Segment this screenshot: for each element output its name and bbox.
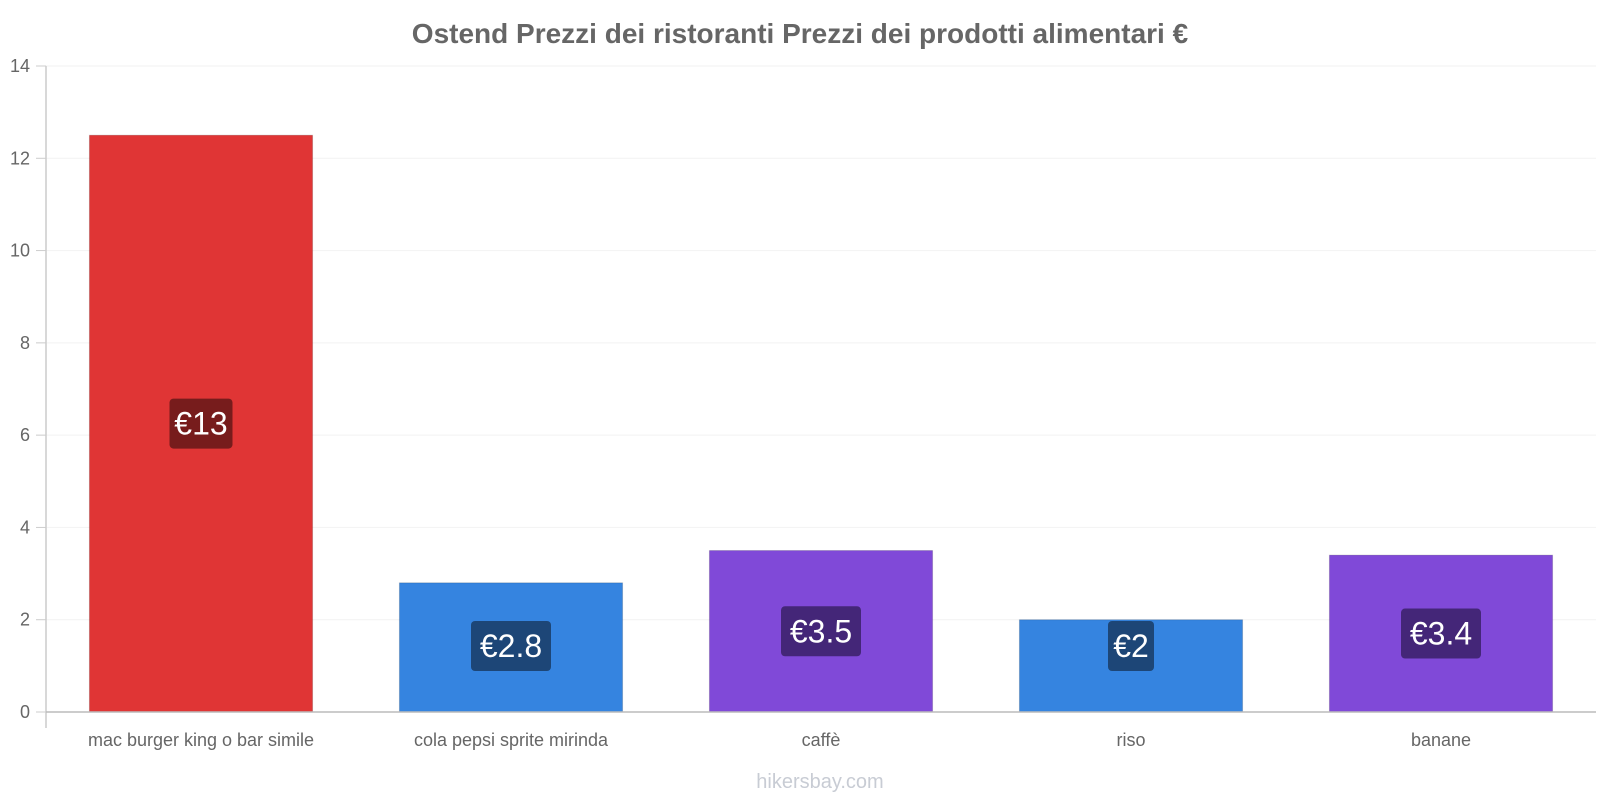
data-label-box (169, 398, 233, 449)
y-tick-label: 6 (20, 425, 30, 445)
data-label: €3.4 (1410, 616, 1472, 652)
data-label-box (471, 621, 551, 671)
data-label: €3.5 (790, 613, 852, 649)
x-tick-label: cola pepsi sprite mirinda (414, 730, 609, 750)
y-tick-label: 4 (20, 517, 30, 537)
x-tick-label: riso (1116, 730, 1145, 750)
x-tick-label: banane (1411, 730, 1471, 750)
y-axis-ticks: 0 2 4 6 8 10 12 14 (10, 56, 46, 722)
x-tick-label: mac burger king o bar simile (88, 730, 314, 750)
data-label-box (1401, 608, 1481, 659)
chart-title: Ostend Prezzi dei ristoranti Prezzi dei … (412, 18, 1189, 49)
data-label-box (781, 606, 861, 657)
x-tick-label: caffè (802, 730, 841, 750)
data-label-box (1108, 621, 1154, 671)
y-tick-label: 12 (10, 148, 30, 168)
y-tick-label: 14 (10, 56, 30, 76)
data-label: €13 (174, 406, 227, 442)
data-labels: €13 €2.8 €3.5 €2 €3.4 (169, 398, 1481, 671)
watermark: hikersbay.com (756, 771, 883, 793)
y-tick-label: 0 (20, 702, 30, 722)
x-axis-labels: mac burger king o bar simile cola pepsi s… (88, 730, 1471, 750)
y-tick-label: 2 (20, 610, 30, 630)
data-label: €2 (1113, 628, 1149, 664)
data-label: €2.8 (480, 628, 542, 664)
y-tick-label: 8 (20, 333, 30, 353)
y-tick-label: 10 (10, 241, 30, 261)
